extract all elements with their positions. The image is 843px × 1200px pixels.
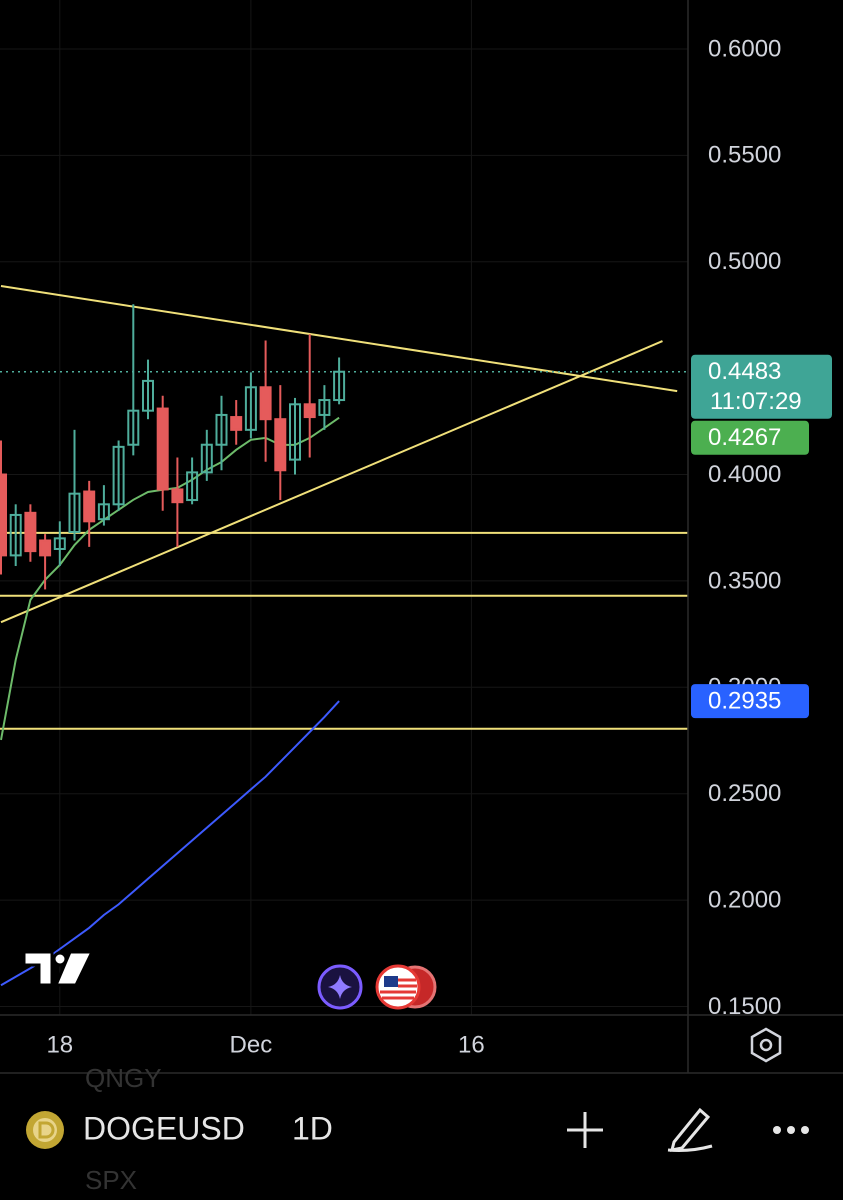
- candle-body: [259, 386, 272, 421]
- symbol[interactable]: DOGEUSD: [83, 1110, 245, 1146]
- plot: [0, 284, 688, 987]
- y-tick-label: 0.2500: [708, 780, 781, 807]
- events-button[interactable]: [375, 964, 437, 1010]
- candle-body: [171, 488, 184, 504]
- badge-box: [691, 420, 809, 455]
- y-tick-label: 0.5500: [708, 142, 781, 169]
- symbol-icon: [26, 1111, 64, 1149]
- candle-body: [186, 471, 199, 502]
- candle-body: [9, 513, 22, 557]
- price-badge: 0.4483 11:07:29: [691, 354, 832, 419]
- candle-body: [318, 399, 331, 416]
- ghost-symbol: SPX: [85, 1165, 137, 1195]
- price-badge: 0.2935: [691, 684, 809, 719]
- time-axis: 18 Dec 16: [46, 1031, 484, 1058]
- badge-price: 0.4267: [708, 424, 781, 451]
- badge-price: 0.2935: [708, 687, 781, 714]
- price-axis: 0.15000.20000.25000.30000.35000.40000.50…: [708, 35, 781, 1020]
- trendline: [0, 340, 663, 624]
- candle-body: [39, 539, 52, 557]
- y-tick-label: 0.3500: [708, 567, 781, 594]
- price-badge: 0.4267: [691, 420, 809, 455]
- badge-box: [691, 354, 832, 419]
- settings-button[interactable]: [750, 1027, 782, 1063]
- tv-logo: [22, 950, 95, 987]
- candle-body: [244, 386, 257, 431]
- candle-body: [303, 403, 316, 419]
- candle-body: [0, 473, 7, 557]
- y-tick-label: 0.2000: [708, 886, 781, 913]
- candle-body: [68, 492, 81, 533]
- candle-body: [333, 370, 346, 402]
- candle-body: [215, 413, 228, 446]
- y-tick-label: 0.6000: [708, 35, 781, 62]
- moving-average: [0, 700, 340, 987]
- candle-body: [200, 443, 213, 474]
- badge-price: 0.4483: [708, 358, 781, 385]
- y-tick-label: 0.1500: [708, 993, 781, 1020]
- candle-body: [127, 409, 140, 446]
- draw-button[interactable]: [667, 1107, 713, 1152]
- candle-body: [289, 403, 301, 461]
- interval[interactable]: 1D: [292, 1110, 333, 1146]
- ghost-symbol: QNGY: [85, 1063, 162, 1093]
- candle-body: [274, 418, 287, 472]
- badge-box: [691, 684, 809, 719]
- grid: [0, 0, 688, 1015]
- candle-body: [97, 503, 110, 521]
- candle-body: [230, 416, 243, 431]
- badge-countdown: 11:07:29: [710, 388, 802, 415]
- ideas-button[interactable]: [317, 964, 363, 1010]
- more-button[interactable]: [773, 1126, 809, 1134]
- candle-body: [142, 379, 154, 412]
- y-tick-label: 0.4000: [708, 461, 781, 488]
- x-tick-label: 16: [458, 1031, 485, 1058]
- add-button[interactable]: [567, 1112, 603, 1148]
- candle-body: [53, 537, 66, 550]
- y-tick-label: 0.5000: [708, 248, 781, 275]
- candle-body: [83, 490, 96, 523]
- trendline: [0, 284, 678, 393]
- x-tick-label: Dec: [230, 1031, 273, 1058]
- candle-body: [156, 407, 169, 491]
- candle-body: [24, 511, 37, 553]
- candle-body: [112, 445, 125, 506]
- x-tick-label: 18: [46, 1031, 73, 1058]
